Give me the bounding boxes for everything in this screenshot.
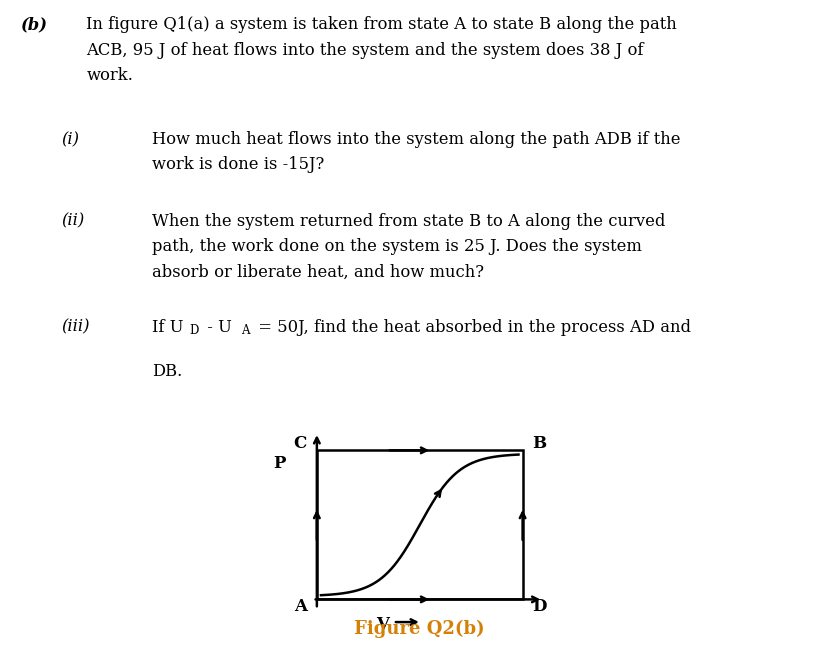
Text: DB.: DB. [152, 363, 183, 380]
Text: (i): (i) [62, 131, 80, 148]
Text: Figure Q2(b): Figure Q2(b) [355, 620, 485, 638]
Text: When the system returned from state B to A along the curved
path, the work done : When the system returned from state B to… [152, 213, 666, 281]
Text: C: C [294, 435, 307, 452]
Text: If U: If U [152, 319, 184, 336]
Text: How much heat flows into the system along the path ADB if the
work is done is -1: How much heat flows into the system alon… [152, 131, 681, 174]
Text: D: D [532, 598, 547, 615]
Text: (ii): (ii) [62, 213, 85, 229]
Text: P: P [273, 455, 286, 472]
Text: (b): (b) [21, 16, 48, 33]
Text: - U: - U [202, 319, 231, 336]
Text: In figure Q1(a) a system is taken from state A to state B along the path
ACB, 95: In figure Q1(a) a system is taken from s… [86, 16, 677, 84]
Text: A: A [241, 324, 249, 337]
Text: = 50J, find the heat absorbed in the process AD and: = 50J, find the heat absorbed in the pro… [253, 319, 690, 336]
Text: D: D [189, 324, 198, 337]
Text: V: V [376, 616, 388, 632]
Text: A: A [294, 598, 307, 615]
Text: (iii): (iii) [62, 319, 91, 336]
Text: B: B [532, 435, 546, 452]
